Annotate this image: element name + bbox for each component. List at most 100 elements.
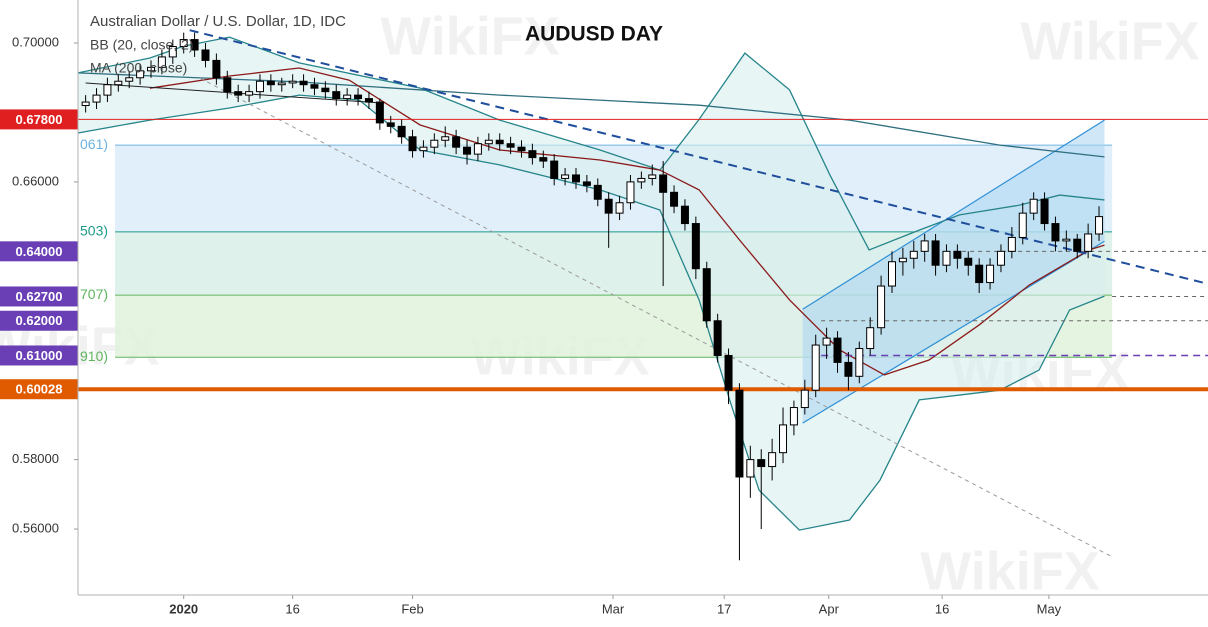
- candles-layer: [81, 32, 1104, 561]
- candle-body: [375, 101, 384, 124]
- candle-body: [1062, 238, 1071, 242]
- candle-body: [441, 136, 450, 141]
- x-tick-label: Mar: [602, 601, 625, 616]
- indicator-label: MA (200, close): [90, 60, 187, 76]
- candle-body: [779, 424, 788, 454]
- candle-body: [561, 174, 570, 179]
- candle-body: [1084, 233, 1093, 252]
- candle-body: [332, 91, 341, 100]
- fib-label: 503): [80, 223, 108, 239]
- candle-body: [964, 257, 973, 266]
- candle-body: [92, 94, 101, 103]
- mid-layer: [77, 29, 1208, 558]
- level-badge: [0, 379, 78, 400]
- level-label: 0.60028: [16, 382, 63, 397]
- candle-body: [670, 191, 679, 207]
- candle-body: [506, 143, 515, 148]
- fib-label: 910): [80, 348, 108, 364]
- candle-body: [1073, 238, 1082, 252]
- x-tick-label: 16: [285, 601, 299, 616]
- x-tick-label: May: [1037, 601, 1062, 616]
- candle-body: [986, 264, 995, 284]
- level-label: 0.62700: [16, 289, 63, 304]
- band-lower: [77, 94, 1105, 531]
- candle-body: [517, 146, 526, 152]
- back-layer: WikiFXWikiFXWikiFXWikiFXWikiFXWikiFX: [0, 6, 1200, 601]
- candle-body: [103, 84, 112, 96]
- x-tick-label: Apr: [819, 601, 840, 616]
- candle-body: [746, 459, 755, 478]
- candle-body: [942, 250, 951, 266]
- candle-body: [996, 250, 1005, 266]
- candle-body: [898, 257, 907, 263]
- candle-body: [768, 452, 777, 468]
- candle-body: [1029, 198, 1038, 214]
- fib-label: 061): [80, 136, 108, 152]
- channel-fill: [802, 120, 1105, 424]
- candle-body: [408, 136, 417, 152]
- candle-body: [1095, 216, 1104, 235]
- candle-body: [179, 39, 188, 48]
- candle-body: [702, 268, 711, 322]
- level-badge: [0, 286, 78, 307]
- channel-line: [802, 240, 1105, 424]
- fib-label: 707): [80, 286, 108, 302]
- candle-body: [877, 285, 886, 329]
- level-label: 0.61000: [16, 348, 63, 363]
- candle-body: [168, 46, 177, 58]
- candle-body: [920, 240, 929, 252]
- candle-body: [484, 139, 493, 145]
- candle-body: [266, 80, 275, 86]
- candle-body: [125, 77, 134, 82]
- candle-body: [136, 70, 145, 79]
- candle-body: [550, 160, 559, 179]
- candle-body: [201, 49, 210, 61]
- candle-body: [691, 223, 700, 270]
- candle-body: [288, 80, 297, 84]
- candle-body: [800, 389, 809, 409]
- candle-body: [212, 59, 221, 79]
- candle-body: [975, 264, 984, 284]
- candle-body: [637, 177, 646, 183]
- candle-body: [495, 139, 504, 145]
- candle-body: [844, 361, 853, 377]
- chart-title: Australian Dollar / U.S. Dollar, 1D, IDC: [90, 13, 346, 30]
- candle-body: [822, 337, 831, 346]
- band-basis: [149, 67, 1105, 376]
- watermark: WikiFX: [380, 6, 560, 66]
- level-badge: [0, 109, 78, 130]
- candle-body: [887, 261, 896, 287]
- candle-body: [234, 91, 243, 96]
- level-badge: [0, 310, 78, 331]
- candle-body: [953, 250, 962, 259]
- candle-body: [430, 139, 439, 148]
- trendline: [199, 77, 1113, 558]
- candle-body: [866, 327, 875, 350]
- y-tick-label: 0.56000: [12, 520, 59, 535]
- level-badge: [0, 241, 78, 262]
- watermark: WikiFX: [920, 541, 1100, 601]
- candle-body: [811, 344, 820, 391]
- candle-body: [157, 56, 166, 68]
- candle-body: [855, 348, 864, 377]
- candle-body: [463, 146, 472, 155]
- x-tick-label: 2020: [169, 601, 198, 616]
- candle-body: [604, 198, 613, 214]
- level-badge: [0, 345, 78, 366]
- level-label: 0.62000: [16, 313, 63, 328]
- candle-body: [931, 240, 940, 266]
- candle-body: [343, 94, 352, 100]
- x-tick-label: 16: [935, 601, 949, 616]
- candle-body: [1051, 223, 1060, 242]
- y-tick-label: 0.58000: [12, 451, 59, 466]
- candle-body: [659, 174, 668, 193]
- candle-body: [833, 337, 842, 363]
- x-tick-label: 17: [717, 601, 731, 616]
- candle-body: [277, 82, 286, 86]
- candle-body: [735, 389, 744, 478]
- candle-body: [255, 80, 264, 93]
- candle-body: [680, 205, 689, 225]
- candle-body: [539, 157, 548, 162]
- candle-body: [473, 143, 482, 155]
